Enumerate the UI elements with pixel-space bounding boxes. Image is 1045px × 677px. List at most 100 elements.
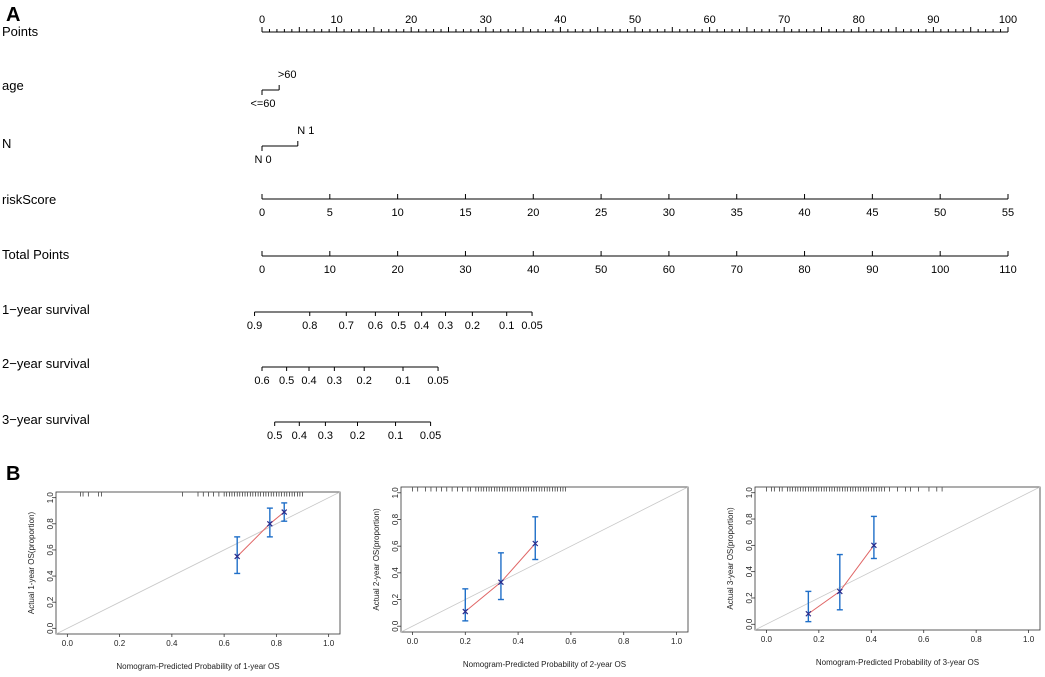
data-point	[532, 540, 539, 547]
tick-label: 0.05	[420, 430, 441, 442]
y-tick-label: 0.8	[745, 513, 754, 525]
x-tick-label: 0.2	[460, 637, 472, 646]
row-label: age	[2, 78, 24, 93]
tick-label: 0.05	[521, 320, 542, 332]
nomogram-row: 3−year survival 0.5 0.4 0.3 0.2 0.1 0.05	[2, 412, 441, 442]
level-label: N 1	[297, 125, 314, 137]
tick-label: 80	[853, 14, 865, 26]
tick-label: 80	[798, 264, 810, 276]
y-tick-label: 0.4	[745, 566, 754, 578]
data-point	[462, 608, 469, 615]
tick-label: 0.5	[267, 430, 282, 442]
x-tick-label: 0.4	[166, 639, 178, 648]
level-label: <=60	[250, 98, 275, 110]
y-tick-label: 0.8	[46, 518, 55, 530]
x-axis-title: Nomogram-Predicted Probability of 1-year…	[116, 662, 279, 671]
level-label: >60	[278, 69, 297, 81]
data-point	[266, 520, 273, 527]
y-tick-label: 0.2	[46, 596, 55, 608]
tick-label: 0.05	[427, 375, 448, 387]
data-point	[498, 579, 504, 586]
y-tick-label: 0.4	[46, 570, 55, 582]
tick-label: 100	[931, 264, 949, 276]
x-axis-title: Nomogram-Predicted Probability of 2-year…	[463, 660, 626, 669]
tick-label: 0.6	[368, 320, 383, 332]
y-tick-label: 0.0	[391, 620, 400, 632]
tick-label: 0.5	[391, 320, 406, 332]
x-tick-label: 0.0	[62, 639, 74, 648]
plot-frame	[55, 491, 341, 635]
nomogram-row: Points 0 10 20 30 40 50 60 70 80 90 100	[2, 14, 1017, 39]
y-tick-label: 0.2	[745, 592, 754, 604]
tick-label: 10	[392, 207, 404, 219]
x-tick-label: 0.8	[971, 635, 983, 644]
tick-label: 20	[405, 14, 417, 26]
x-tick-label: 0.0	[407, 637, 419, 646]
tick-label: 45	[866, 207, 878, 219]
tick-label: 110	[999, 264, 1017, 276]
tick-label: 0.9	[247, 320, 262, 332]
y-axis-title: Actual 1-year OS(proportion)	[27, 512, 36, 615]
data-point	[234, 553, 241, 560]
data-point	[281, 509, 288, 515]
tick-label: 90	[927, 14, 939, 26]
data-point	[805, 610, 812, 617]
tick-label: 100	[999, 14, 1017, 26]
x-tick-label: 0.0	[761, 635, 773, 644]
y-tick-label: 0.0	[46, 622, 55, 634]
y-tick-label: 0.4	[391, 567, 400, 579]
tick-label: 30	[663, 207, 675, 219]
row-label: 1−year survival	[2, 302, 90, 317]
tick-label: 50	[934, 207, 946, 219]
x-tick-label: 0.6	[219, 639, 231, 648]
tick-label: 90	[866, 264, 878, 276]
tick-label: 20	[527, 207, 539, 219]
calibration-plot: 0.0 0.2 0.4 0.6 0.8 1.0 0.0 0.2 0.4 0.6 0.8 1.0 Nomo…	[726, 486, 1041, 667]
tick-label: 35	[731, 207, 743, 219]
tick-label: 55	[1002, 207, 1014, 219]
tick-label: 0.3	[327, 375, 342, 387]
ideal-reference-line	[400, 486, 689, 633]
tick-label: 0	[259, 207, 265, 219]
tick-label: 30	[459, 264, 471, 276]
x-tick-label: 0.2	[114, 639, 126, 648]
nomogram-row: 1−year survival 0.9 0.8 0.7 0.6 0.5 0.4 0.3 0.2 0…	[2, 302, 543, 332]
tick-label: 0.4	[414, 320, 429, 332]
tick-label: 40	[527, 264, 539, 276]
y-tick-label: 1.0	[391, 487, 400, 499]
tick-label: 0.4	[292, 430, 307, 442]
tick-label: 0	[259, 14, 265, 26]
tick-label: 0.2	[465, 320, 480, 332]
tick-label: 50	[595, 264, 607, 276]
x-tick-label: 1.0	[323, 639, 335, 648]
tick-label: 0.2	[350, 430, 365, 442]
nomogram-row: 2−year survival 0.6 0.5 0.4 0.3 0.2 0.1 0.05	[2, 356, 449, 387]
calibration-plot: 0.0 0.2 0.4 0.6 0.8 1.0 0.0 0.2 0.4 0.6 0.8 1.0 Nomo…	[372, 486, 689, 669]
row-label: Points	[2, 24, 39, 39]
row-label: 2−year survival	[2, 356, 90, 371]
data-point	[836, 588, 843, 595]
y-tick-label: 0.8	[391, 513, 400, 525]
tick-label: 0.4	[301, 375, 316, 387]
tick-label: 60	[663, 264, 675, 276]
x-tick-label: 0.8	[271, 639, 283, 648]
ideal-reference-line	[754, 486, 1041, 631]
level-label: N 0	[254, 154, 271, 166]
tick-label: 0.1	[388, 430, 403, 442]
tick-label: 40	[554, 14, 566, 26]
nomogram-row: age <=60 >60	[2, 69, 296, 110]
y-axis-title: Actual 3-year OS(proportion)	[726, 507, 735, 610]
x-tick-label: 0.8	[618, 637, 630, 646]
row-label: Total Points	[2, 247, 70, 262]
tick-label: 60	[703, 14, 715, 26]
tick-label: 0	[259, 264, 265, 276]
tick-label: 0.6	[254, 375, 269, 387]
tick-label: 20	[392, 264, 404, 276]
nomogram-row: Total Points 0 10 20 30 40 50 60 70 80 90 100 110	[2, 247, 1017, 276]
tick-label: 25	[595, 207, 607, 219]
x-tick-label: 0.4	[866, 635, 878, 644]
x-tick-label: 1.0	[1023, 635, 1035, 644]
tick-label: 0.3	[438, 320, 453, 332]
